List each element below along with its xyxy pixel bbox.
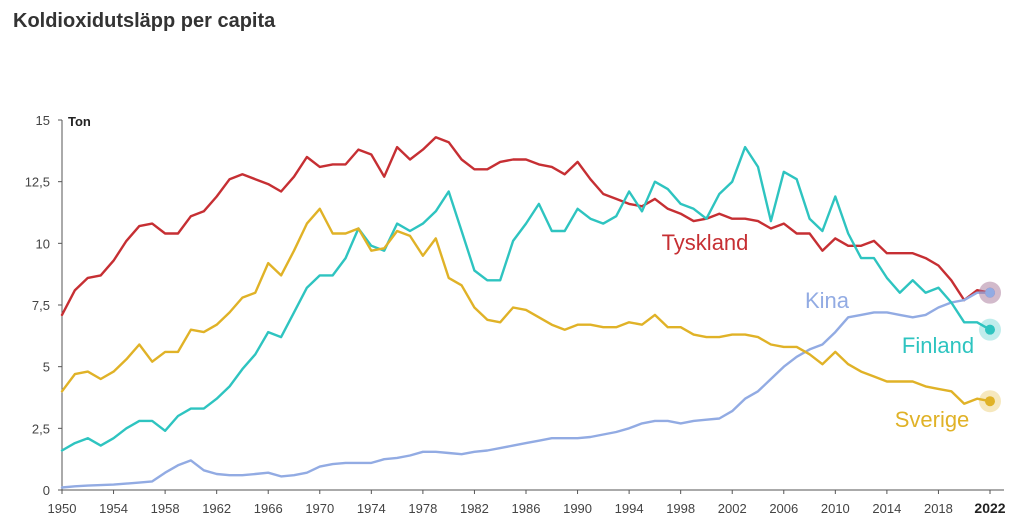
x-tick-label: 2022 [974,500,1005,516]
x-tick-label: 1982 [460,501,489,516]
page-title: Koldioxidutsläpp per capita [13,10,276,32]
series-line-finland [60,145,992,452]
y-tick-label: 15 [36,113,50,128]
series-line-sverige [60,207,992,405]
x-tick-label: 1970 [305,501,334,516]
x-tick-label: 1962 [202,501,231,516]
chart-series [60,136,992,489]
series-label-sverige: Sverige [895,407,970,432]
x-tick-label: 2018 [924,501,953,516]
chart-endpoint-markers [979,281,1001,413]
x-tick-label: 1950 [48,501,77,516]
x-tick-label: 1974 [357,501,386,516]
series-label-tyskland: Tyskland [662,230,749,255]
series-label-kina: Kina [805,288,850,313]
chart-axes: 0 2,5 5 7,5 10 12,5 15 Ton 1950 1954 1958 1962 1966 1… [25,113,1006,516]
endpoint-dot-kina [985,287,995,298]
series-line-kina [60,291,992,489]
series-label-finland: Finland [902,333,974,358]
chart-series-labels: Tyskland Kina Finland Sverige [662,230,974,432]
x-tick-label: 2014 [872,501,901,516]
y-tick-label: 12,5 [25,175,50,190]
x-tick-label: 1998 [666,501,695,516]
y-tick-label: 7,5 [32,298,50,313]
endpoint-dot-sverige [985,396,995,407]
x-tick-label: 2010 [821,501,850,516]
x-tick-label: 2006 [769,501,798,516]
y-tick-label: 2,5 [32,421,50,436]
y-tick-label: 5 [43,360,50,375]
x-tick-label: 2002 [718,501,747,516]
x-tick-label: 1978 [408,501,437,516]
series-line-tyskland [60,136,992,317]
x-tick-label: 1958 [151,501,180,516]
x-tick-label: 1990 [563,501,592,516]
x-tick-label: 1966 [254,501,283,516]
endpoint-dot-finland [985,324,995,335]
y-axis-unit: Ton [68,114,91,129]
x-tick-label: 1986 [512,501,541,516]
y-tick-label: 0 [43,483,50,498]
x-tick-label: 1994 [615,501,644,516]
y-tick-label: 10 [36,236,50,251]
x-tick-label: 1954 [99,501,128,516]
